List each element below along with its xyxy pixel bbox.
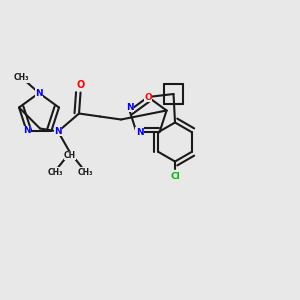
Text: Cl: Cl (170, 172, 180, 181)
Text: O: O (144, 92, 152, 101)
Text: N: N (126, 103, 133, 112)
Text: N: N (136, 128, 143, 137)
Text: N: N (23, 127, 31, 136)
Text: N: N (35, 88, 43, 98)
Text: O: O (76, 80, 85, 90)
Text: CH₃: CH₃ (47, 167, 63, 176)
Text: CH₃: CH₃ (77, 167, 93, 176)
Text: N: N (54, 127, 62, 136)
Text: CH: CH (64, 151, 76, 160)
Text: CH₃: CH₃ (13, 74, 29, 82)
